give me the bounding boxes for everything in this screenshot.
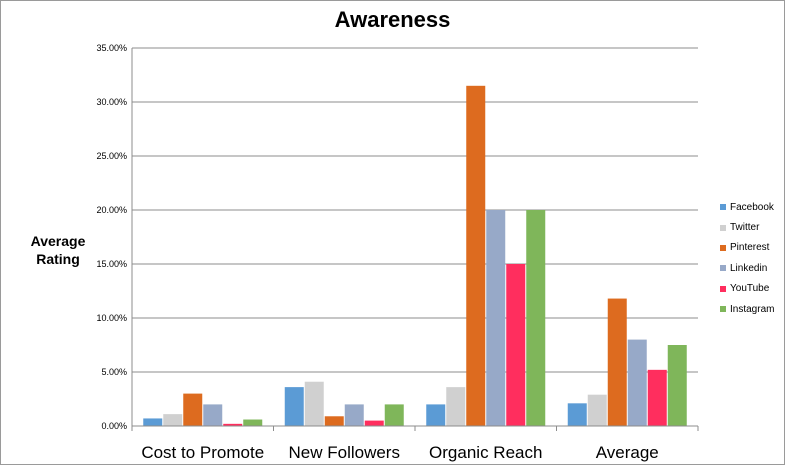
legend-item-pinterest: Pinterest [720, 238, 774, 258]
bar-youtube-0 [223, 423, 243, 426]
legend-item-twitter: Twitter [720, 217, 774, 237]
y-tick-label: 25.00% [96, 151, 127, 161]
legend-label: Linkedin [730, 262, 768, 274]
y-tick-label: 0.00% [101, 421, 127, 431]
bar-instagram-0 [243, 419, 263, 426]
bar-facebook-2 [426, 404, 446, 426]
bar-youtube-2 [506, 264, 526, 426]
bar-linkedin-2 [486, 210, 506, 426]
legend: Facebook Twitter Pinterest Linkedin YouTube I… [720, 197, 774, 319]
legend-item-youtube: YouTube [720, 279, 774, 299]
bar-pinterest-2 [466, 85, 486, 427]
x-category-label: Organic Reach [429, 443, 542, 462]
chart-title: Awareness [334, 7, 451, 32]
x-category-label: Average [596, 443, 659, 462]
legend-item-facebook: Facebook [720, 197, 774, 217]
legend-swatch [720, 224, 726, 231]
bar-linkedin-1 [344, 404, 364, 426]
bar-youtube-3 [647, 369, 667, 426]
legend-swatch [720, 306, 726, 313]
bar-facebook-3 [567, 403, 587, 426]
bar-linkedin-3 [627, 339, 647, 426]
y-tick-label: 5.00% [101, 367, 127, 377]
legend-swatch [720, 204, 726, 211]
bar-twitter-0 [163, 414, 183, 426]
legend-label: Facebook [730, 201, 774, 213]
legend-swatch [720, 285, 726, 292]
bar-pinterest-0 [183, 393, 203, 426]
bar-twitter-3 [587, 394, 607, 426]
bar-facebook-1 [284, 387, 304, 426]
bar-instagram-2 [526, 210, 546, 426]
bar-pinterest-1 [324, 416, 344, 426]
bar-pinterest-3 [607, 298, 627, 426]
y-axis-label-line-1: Average [30, 233, 86, 249]
y-tick-label: 20.00% [96, 205, 127, 215]
bar-linkedin-0 [203, 404, 223, 426]
y-tick-label: 15.00% [96, 259, 127, 269]
legend-item-instagram: Instagram [720, 299, 774, 319]
legend-item-linkedin: Linkedin [720, 258, 774, 278]
y-axis-label-line-2: Rating [36, 251, 80, 267]
y-tick-label: 10.00% [96, 313, 127, 323]
legend-label: Instagram [730, 303, 775, 315]
legend-label: Pinterest [730, 242, 770, 254]
bar-twitter-1 [304, 381, 324, 426]
legend-label: Twitter [730, 222, 760, 234]
legend-label: YouTube [730, 283, 770, 295]
y-axis-label: Average Rating [14, 232, 102, 268]
bar-twitter-2 [446, 387, 466, 426]
y-tick-label: 30.00% [96, 97, 127, 107]
y-tick-label: 35.00% [96, 43, 127, 53]
x-category-label: New Followers [289, 443, 400, 462]
x-category-label: Cost to Promote [141, 443, 264, 462]
legend-swatch [720, 244, 726, 251]
bar-facebook-0 [143, 418, 163, 426]
bar-instagram-3 [667, 345, 687, 426]
legend-swatch [720, 265, 726, 272]
bar-youtube-1 [364, 420, 384, 426]
bar-instagram-1 [384, 404, 404, 426]
